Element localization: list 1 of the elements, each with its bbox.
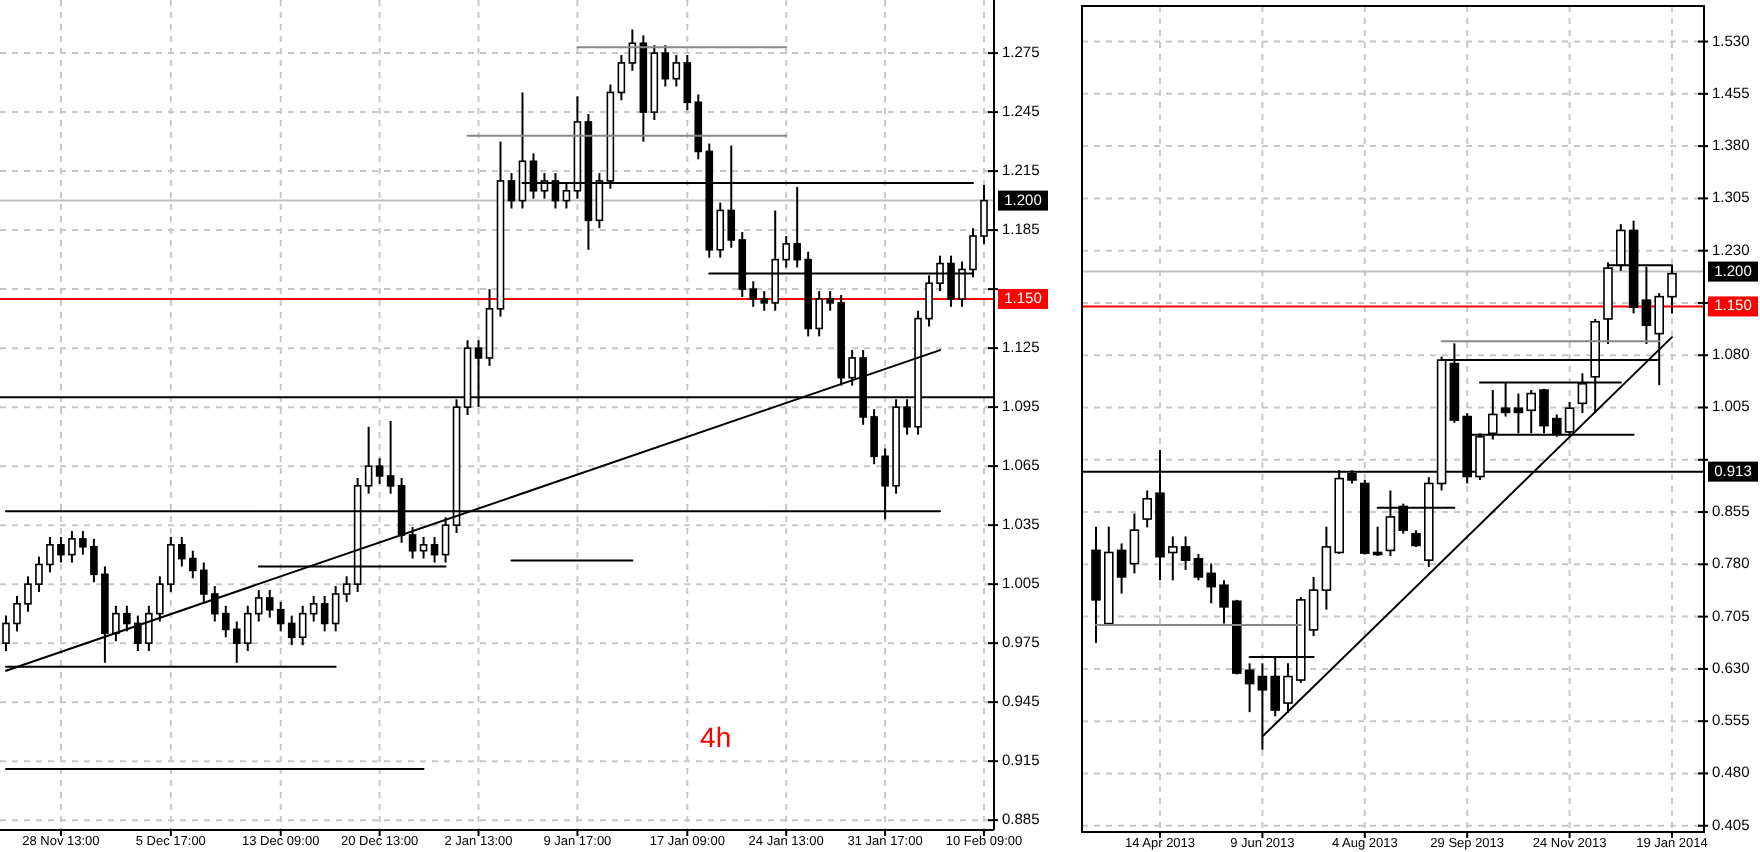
annotation: 4h — [700, 721, 732, 753]
